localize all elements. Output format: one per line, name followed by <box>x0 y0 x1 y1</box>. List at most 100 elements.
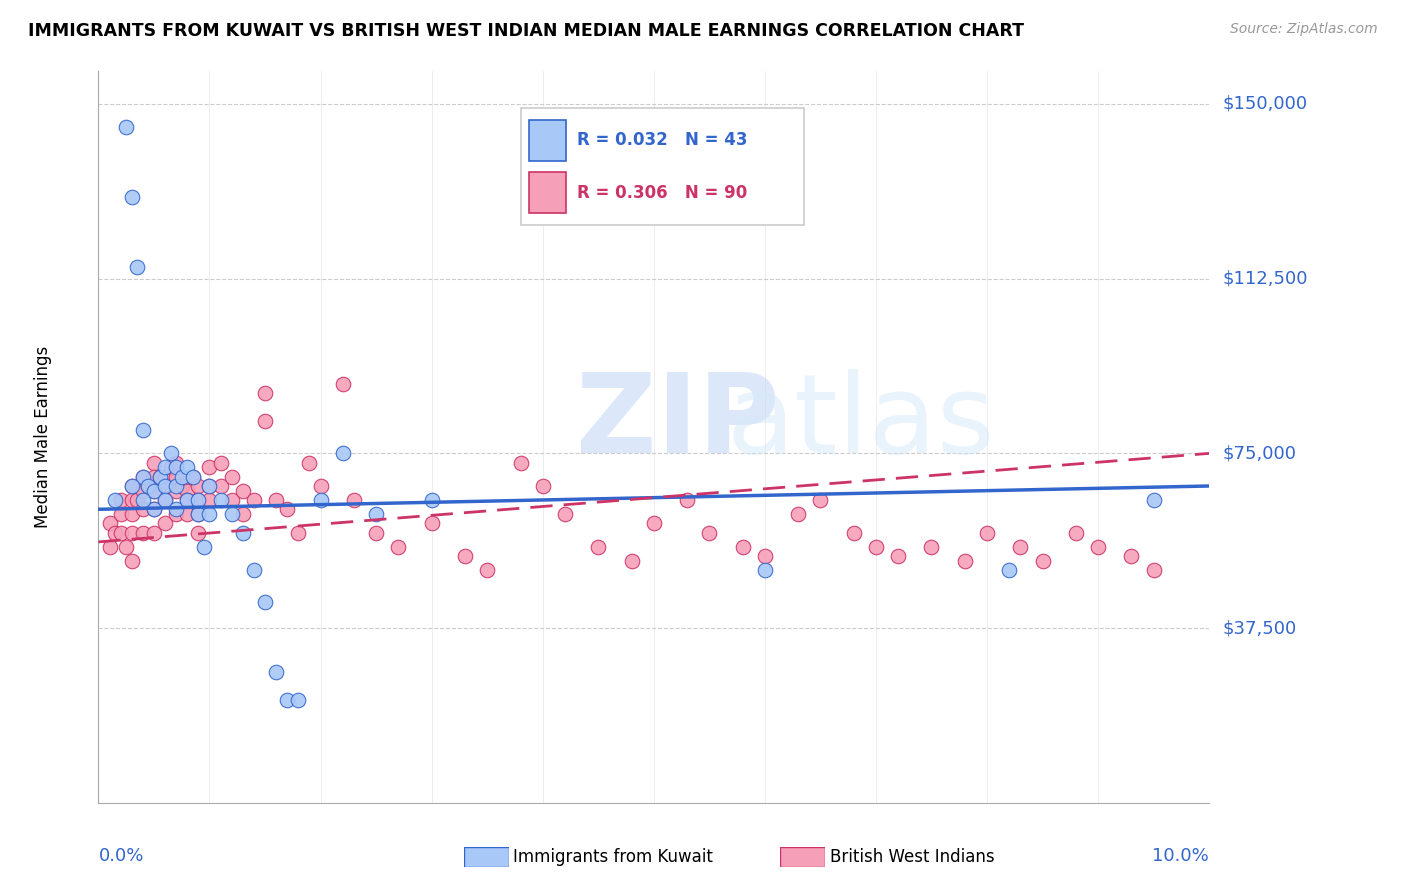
Point <box>181 469 204 483</box>
Text: Source: ZipAtlas.com: Source: ZipAtlas.com <box>1230 22 1378 37</box>
Point <box>132 502 155 516</box>
Point <box>509 456 531 470</box>
Point <box>198 493 221 508</box>
Point <box>221 507 243 521</box>
Point <box>110 507 132 521</box>
Point <box>115 120 138 135</box>
FancyBboxPatch shape <box>464 847 509 867</box>
Point <box>588 540 610 554</box>
Point <box>153 516 176 531</box>
Point <box>531 479 554 493</box>
Point <box>132 483 155 498</box>
Point <box>287 525 309 540</box>
Point <box>387 540 409 554</box>
Point <box>554 507 576 521</box>
Point <box>1143 563 1166 577</box>
Point <box>209 493 232 508</box>
Point <box>153 479 176 493</box>
Text: $37,500: $37,500 <box>1222 619 1296 637</box>
Point <box>143 525 166 540</box>
Point <box>253 595 276 609</box>
Point <box>454 549 477 563</box>
Point <box>121 553 143 567</box>
Point <box>121 190 143 204</box>
Point <box>699 525 721 540</box>
Point <box>187 493 209 508</box>
Point <box>143 502 166 516</box>
Point <box>98 540 121 554</box>
Point <box>810 493 832 508</box>
Point <box>920 540 942 554</box>
Point <box>187 507 209 521</box>
Point <box>253 414 276 428</box>
Point <box>209 456 232 470</box>
Text: ZIP: ZIP <box>576 369 779 476</box>
Point <box>143 469 166 483</box>
Point <box>98 516 121 531</box>
Point <box>198 479 221 493</box>
Point <box>132 525 155 540</box>
Text: IMMIGRANTS FROM KUWAIT VS BRITISH WEST INDIAN MEDIAN MALE EARNINGS CORRELATION C: IMMIGRANTS FROM KUWAIT VS BRITISH WEST I… <box>28 22 1024 40</box>
Point <box>232 525 254 540</box>
Point <box>243 493 266 508</box>
Point <box>148 469 170 483</box>
Point <box>148 469 170 483</box>
Point <box>209 479 232 493</box>
Point <box>1121 549 1143 563</box>
Point <box>420 516 443 531</box>
Point <box>1032 553 1054 567</box>
Point <box>754 563 776 577</box>
Point <box>332 446 354 460</box>
Point <box>754 549 776 563</box>
Point <box>153 493 176 508</box>
Point <box>153 493 176 508</box>
Point <box>110 525 132 540</box>
Point <box>143 502 166 516</box>
Point <box>420 493 443 508</box>
Point <box>127 260 149 274</box>
Point <box>243 563 266 577</box>
Point <box>264 665 287 680</box>
Text: Median Male Earnings: Median Male Earnings <box>34 346 52 528</box>
Point <box>127 493 149 508</box>
Point <box>121 493 143 508</box>
Point <box>121 525 143 540</box>
Text: British West Indians: British West Indians <box>830 848 994 866</box>
Point <box>110 493 132 508</box>
Point <box>366 525 388 540</box>
Point <box>976 525 998 540</box>
Point <box>132 493 155 508</box>
Point <box>1010 540 1032 554</box>
Point <box>143 483 166 498</box>
Point <box>176 460 198 475</box>
Point <box>1087 540 1109 554</box>
Point <box>143 483 166 498</box>
Text: $150,000: $150,000 <box>1222 95 1308 113</box>
Text: 0.0%: 0.0% <box>98 847 143 864</box>
Point <box>176 493 198 508</box>
Point <box>276 693 298 707</box>
Point <box>181 469 204 483</box>
Point <box>104 493 127 508</box>
Point <box>643 516 665 531</box>
Point <box>276 502 298 516</box>
Point <box>620 553 643 567</box>
Point <box>153 460 176 475</box>
Point <box>170 479 193 493</box>
Point <box>193 540 215 554</box>
Point <box>159 446 181 460</box>
Point <box>787 507 810 521</box>
Point <box>343 493 366 508</box>
Point <box>121 507 143 521</box>
Point <box>165 502 187 516</box>
Point <box>176 483 198 498</box>
Point <box>731 540 754 554</box>
Text: $75,000: $75,000 <box>1222 444 1296 462</box>
Point <box>176 493 198 508</box>
Point <box>170 469 193 483</box>
Point <box>309 479 332 493</box>
Point <box>121 479 143 493</box>
Point <box>132 469 155 483</box>
Point <box>187 493 209 508</box>
Point <box>165 456 187 470</box>
